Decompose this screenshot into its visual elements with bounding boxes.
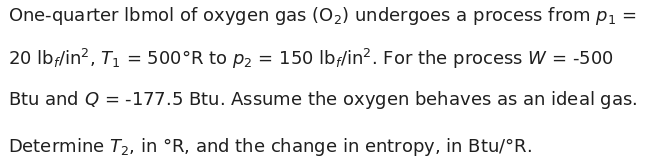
Text: Determine $T_2$, in °R, and the change in entropy, in Btu/°R.: Determine $T_2$, in °R, and the change i… [8, 136, 532, 156]
Text: Btu and $Q$ = -177.5 Btu. Assume the oxygen behaves as an ideal gas.: Btu and $Q$ = -177.5 Btu. Assume the oxy… [8, 89, 637, 111]
Text: One-quarter lbmol of oxygen gas (O$_2$) undergoes a process from $p_1$ =: One-quarter lbmol of oxygen gas (O$_2$) … [8, 5, 637, 27]
Text: 20 lb$_f$/in$^2$, $T_1$ = 500°R to $p_2$ = 150 lb$_f$/in$^2$. For the process $W: 20 lb$_f$/in$^2$, $T_1$ = 500°R to $p_2$… [8, 47, 614, 71]
